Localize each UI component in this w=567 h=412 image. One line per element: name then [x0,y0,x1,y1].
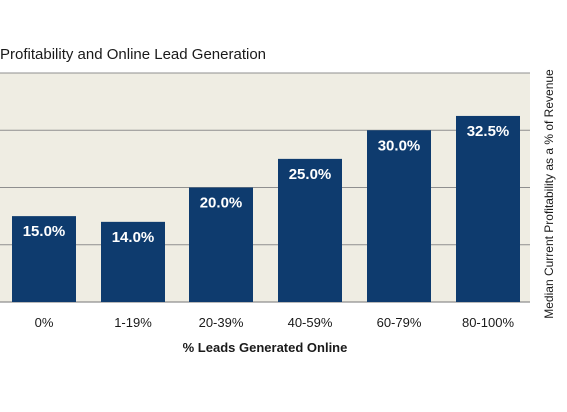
bar [12,216,76,302]
bar [456,115,520,302]
data-label: 20.0% [200,195,243,212]
data-label: 15.0% [23,223,66,240]
x-tick-label: 0% [35,315,54,330]
bar [101,221,165,302]
data-label: 30.0% [378,137,421,154]
bar [189,187,253,302]
x-tick-label: 20-39% [199,315,244,330]
x-tick-label: 60-79% [377,315,422,330]
x-axis-title: % Leads Generated Online [183,340,348,355]
x-tick-label: 80-100% [462,315,514,330]
data-label: 32.5% [467,123,510,140]
bars [12,115,520,302]
y-axis-title: Median Current Profitability as a % of R… [542,69,556,319]
data-labels: 15.0% 14.0% 20.0% 25.0% 30.0% 32.5% [23,123,510,246]
data-label: 14.0% [112,229,155,246]
x-tick-label: 40-59% [288,315,333,330]
gridlines [0,72,530,303]
x-tick-labels: 0% 1-19% 20-39% 40-59% 60-79% 80-100% [35,315,515,330]
chart-title: Profitability and Online Lead Generation [0,46,266,63]
x-tick-label: 1-19% [114,315,152,330]
data-label: 25.0% [289,166,332,183]
bar [367,130,431,302]
bar [278,158,342,302]
